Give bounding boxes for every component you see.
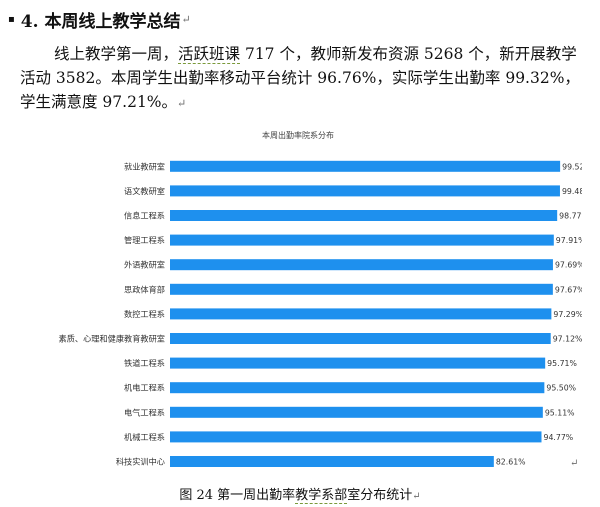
category-label: 信息工程系 bbox=[124, 211, 165, 221]
section-heading: ▪ 4. 本周线上教学总结 ↵ bbox=[8, 6, 191, 32]
value-label: 97.69% bbox=[555, 261, 582, 270]
value-label: 98.77% bbox=[559, 212, 582, 221]
value-label: 95.11% bbox=[545, 408, 575, 417]
bar bbox=[170, 431, 542, 443]
category-label: 数控工程系 bbox=[124, 309, 165, 319]
bar bbox=[170, 210, 558, 221]
attendance-chart: 本周出勤率院系分布 就业教研室 99.52% 语文教研室 99.48% 信息工程系 98.… bbox=[14, 131, 592, 468]
value-label: 94.77% bbox=[543, 433, 573, 442]
value-label: 97.29% bbox=[553, 310, 582, 319]
bar bbox=[170, 160, 561, 172]
paragraph-mark: ↵ bbox=[177, 97, 187, 110]
summary-text-underlined: 活跃班课 bbox=[178, 45, 241, 64]
bar bbox=[170, 382, 545, 394]
paragraph-mark: ↵ bbox=[412, 491, 421, 502]
value-label: 99.48% bbox=[562, 187, 582, 196]
figure-caption: 图 24 第一周出勤率教学系部室分布统计↵ bbox=[0, 484, 600, 504]
value-label: 95.71% bbox=[547, 359, 577, 368]
paragraph-mark: ↵ bbox=[181, 12, 191, 26]
category-label: 语文教研室 bbox=[124, 186, 165, 196]
heading-bullet: ▪ bbox=[8, 13, 15, 25]
paragraph-mark: ↵ bbox=[570, 458, 579, 469]
value-label: 99.52% bbox=[562, 162, 582, 171]
bar bbox=[170, 185, 560, 197]
category-label: 素质、心理和健康教育教研室 bbox=[59, 334, 165, 344]
bar bbox=[170, 333, 551, 344]
bar bbox=[170, 283, 553, 295]
value-label: 97.12% bbox=[553, 335, 582, 344]
category-label: 铁道工程系 bbox=[124, 358, 165, 368]
category-label: 机械工程系 bbox=[124, 432, 165, 442]
category-label: 外语教研室 bbox=[124, 260, 165, 270]
category-label: 管理工程系 bbox=[124, 235, 165, 245]
category-label: 就业教研室 bbox=[124, 161, 165, 171]
category-label: 机电工程系 bbox=[124, 383, 165, 393]
value-label: 82.61% bbox=[496, 458, 526, 467]
category-label: 科技实训中心 bbox=[116, 457, 165, 467]
caption-suffix: 室分布统计 bbox=[347, 488, 413, 503]
caption-underlined: 教学系部 bbox=[295, 488, 348, 504]
bar bbox=[170, 357, 546, 369]
summary-text-1: 线上教学第一周， bbox=[54, 45, 179, 63]
heading-text: 4. 本周线上教学总结 bbox=[20, 11, 181, 32]
category-label: 电气工程系 bbox=[124, 407, 165, 417]
category-label: 思政体育部 bbox=[124, 284, 165, 294]
caption-prefix: 图 24 第一周出勤率 bbox=[179, 488, 296, 503]
value-label: 97.91% bbox=[556, 236, 582, 245]
bar bbox=[170, 456, 494, 467]
bar bbox=[170, 406, 543, 418]
chart-svg: 就业教研室 99.52% 语文教研室 99.48% 信息工程系 98.77% 管理工程系 97… bbox=[59, 160, 592, 467]
chart-title: 本周出勤率院系分布 bbox=[262, 131, 334, 140]
summary-paragraph: 线上教学第一周，活跃班课 717 个，教师新发布资源 5268 个，新开展教学活… bbox=[20, 42, 590, 116]
bar bbox=[170, 308, 552, 320]
bar bbox=[170, 234, 554, 246]
summary-text-2: 717 个，教师新发布资源 5268 个，新开展教学活动 3582。本周学生出勤… bbox=[20, 45, 580, 111]
value-label: 95.50% bbox=[546, 384, 576, 393]
value-label: 97.67% bbox=[555, 285, 582, 294]
bar bbox=[170, 259, 553, 271]
